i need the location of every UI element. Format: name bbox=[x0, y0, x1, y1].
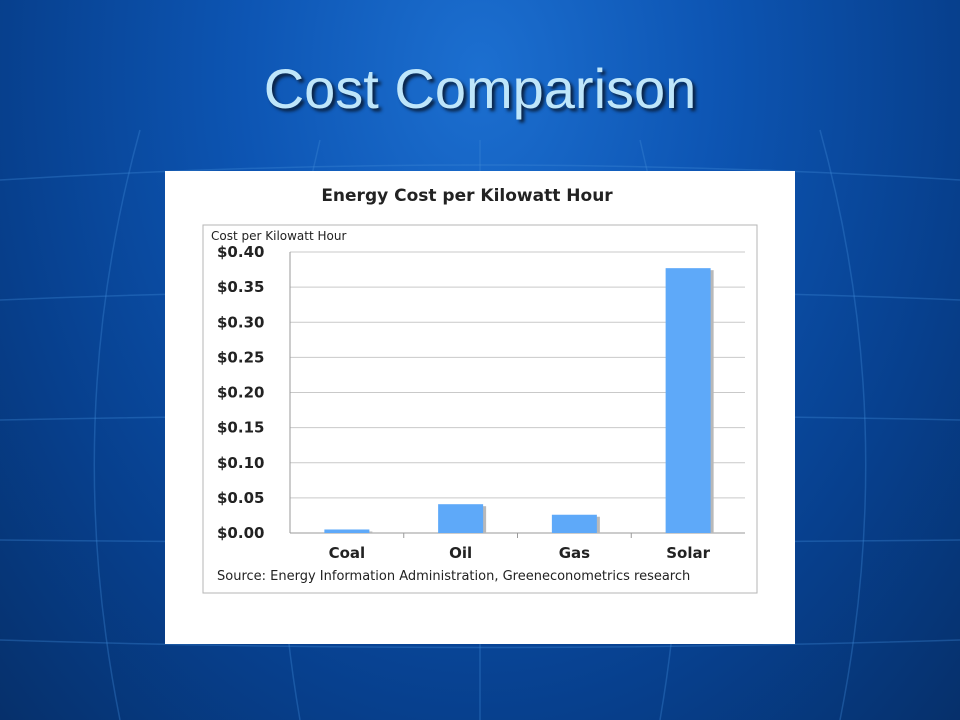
y-tick-label: $0.15 bbox=[217, 419, 264, 437]
bar-solar bbox=[665, 268, 711, 533]
y-tick-label: $0.05 bbox=[217, 489, 264, 507]
category-label-oil: Oil bbox=[449, 544, 472, 562]
y-tick-label: $0.30 bbox=[217, 313, 264, 331]
bar-gas bbox=[551, 514, 597, 533]
y-axis-label: Cost per Kilowatt Hour bbox=[211, 229, 346, 243]
y-tick-label: $0.25 bbox=[217, 348, 264, 366]
bar-chart: Energy Cost per Kilowatt Hour Cost per K… bbox=[202, 186, 758, 594]
chart-panel: Energy Cost per Kilowatt Hour Cost per K… bbox=[165, 171, 795, 644]
y-tick-label: $0.40 bbox=[217, 243, 264, 261]
y-tick-label: $0.20 bbox=[217, 384, 264, 402]
bar-oil bbox=[438, 504, 484, 533]
category-label-coal: Coal bbox=[329, 544, 366, 562]
category-label-solar: Solar bbox=[666, 544, 710, 562]
bars bbox=[324, 268, 714, 533]
y-tick-label: $0.00 bbox=[217, 524, 264, 542]
chart-title: Energy Cost per Kilowatt Hour bbox=[321, 186, 613, 206]
y-tick-label: $0.10 bbox=[217, 454, 264, 472]
bar-coal bbox=[324, 529, 370, 533]
category-labels: Coal Oil Gas Solar bbox=[329, 544, 711, 562]
source-note: Source: Energy Information Administratio… bbox=[217, 569, 690, 584]
y-tick-labels: $0.00 $0.05 $0.10 $0.15 $0.20 $0.25 $0.30 $0.35… bbox=[217, 243, 264, 542]
category-label-gas: Gas bbox=[559, 544, 590, 562]
y-tick-label: $0.35 bbox=[217, 278, 264, 296]
slide-title: Cost Comparison bbox=[263, 57, 697, 120]
